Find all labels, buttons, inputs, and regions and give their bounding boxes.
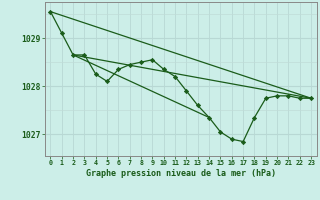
X-axis label: Graphe pression niveau de la mer (hPa): Graphe pression niveau de la mer (hPa) xyxy=(86,169,276,178)
